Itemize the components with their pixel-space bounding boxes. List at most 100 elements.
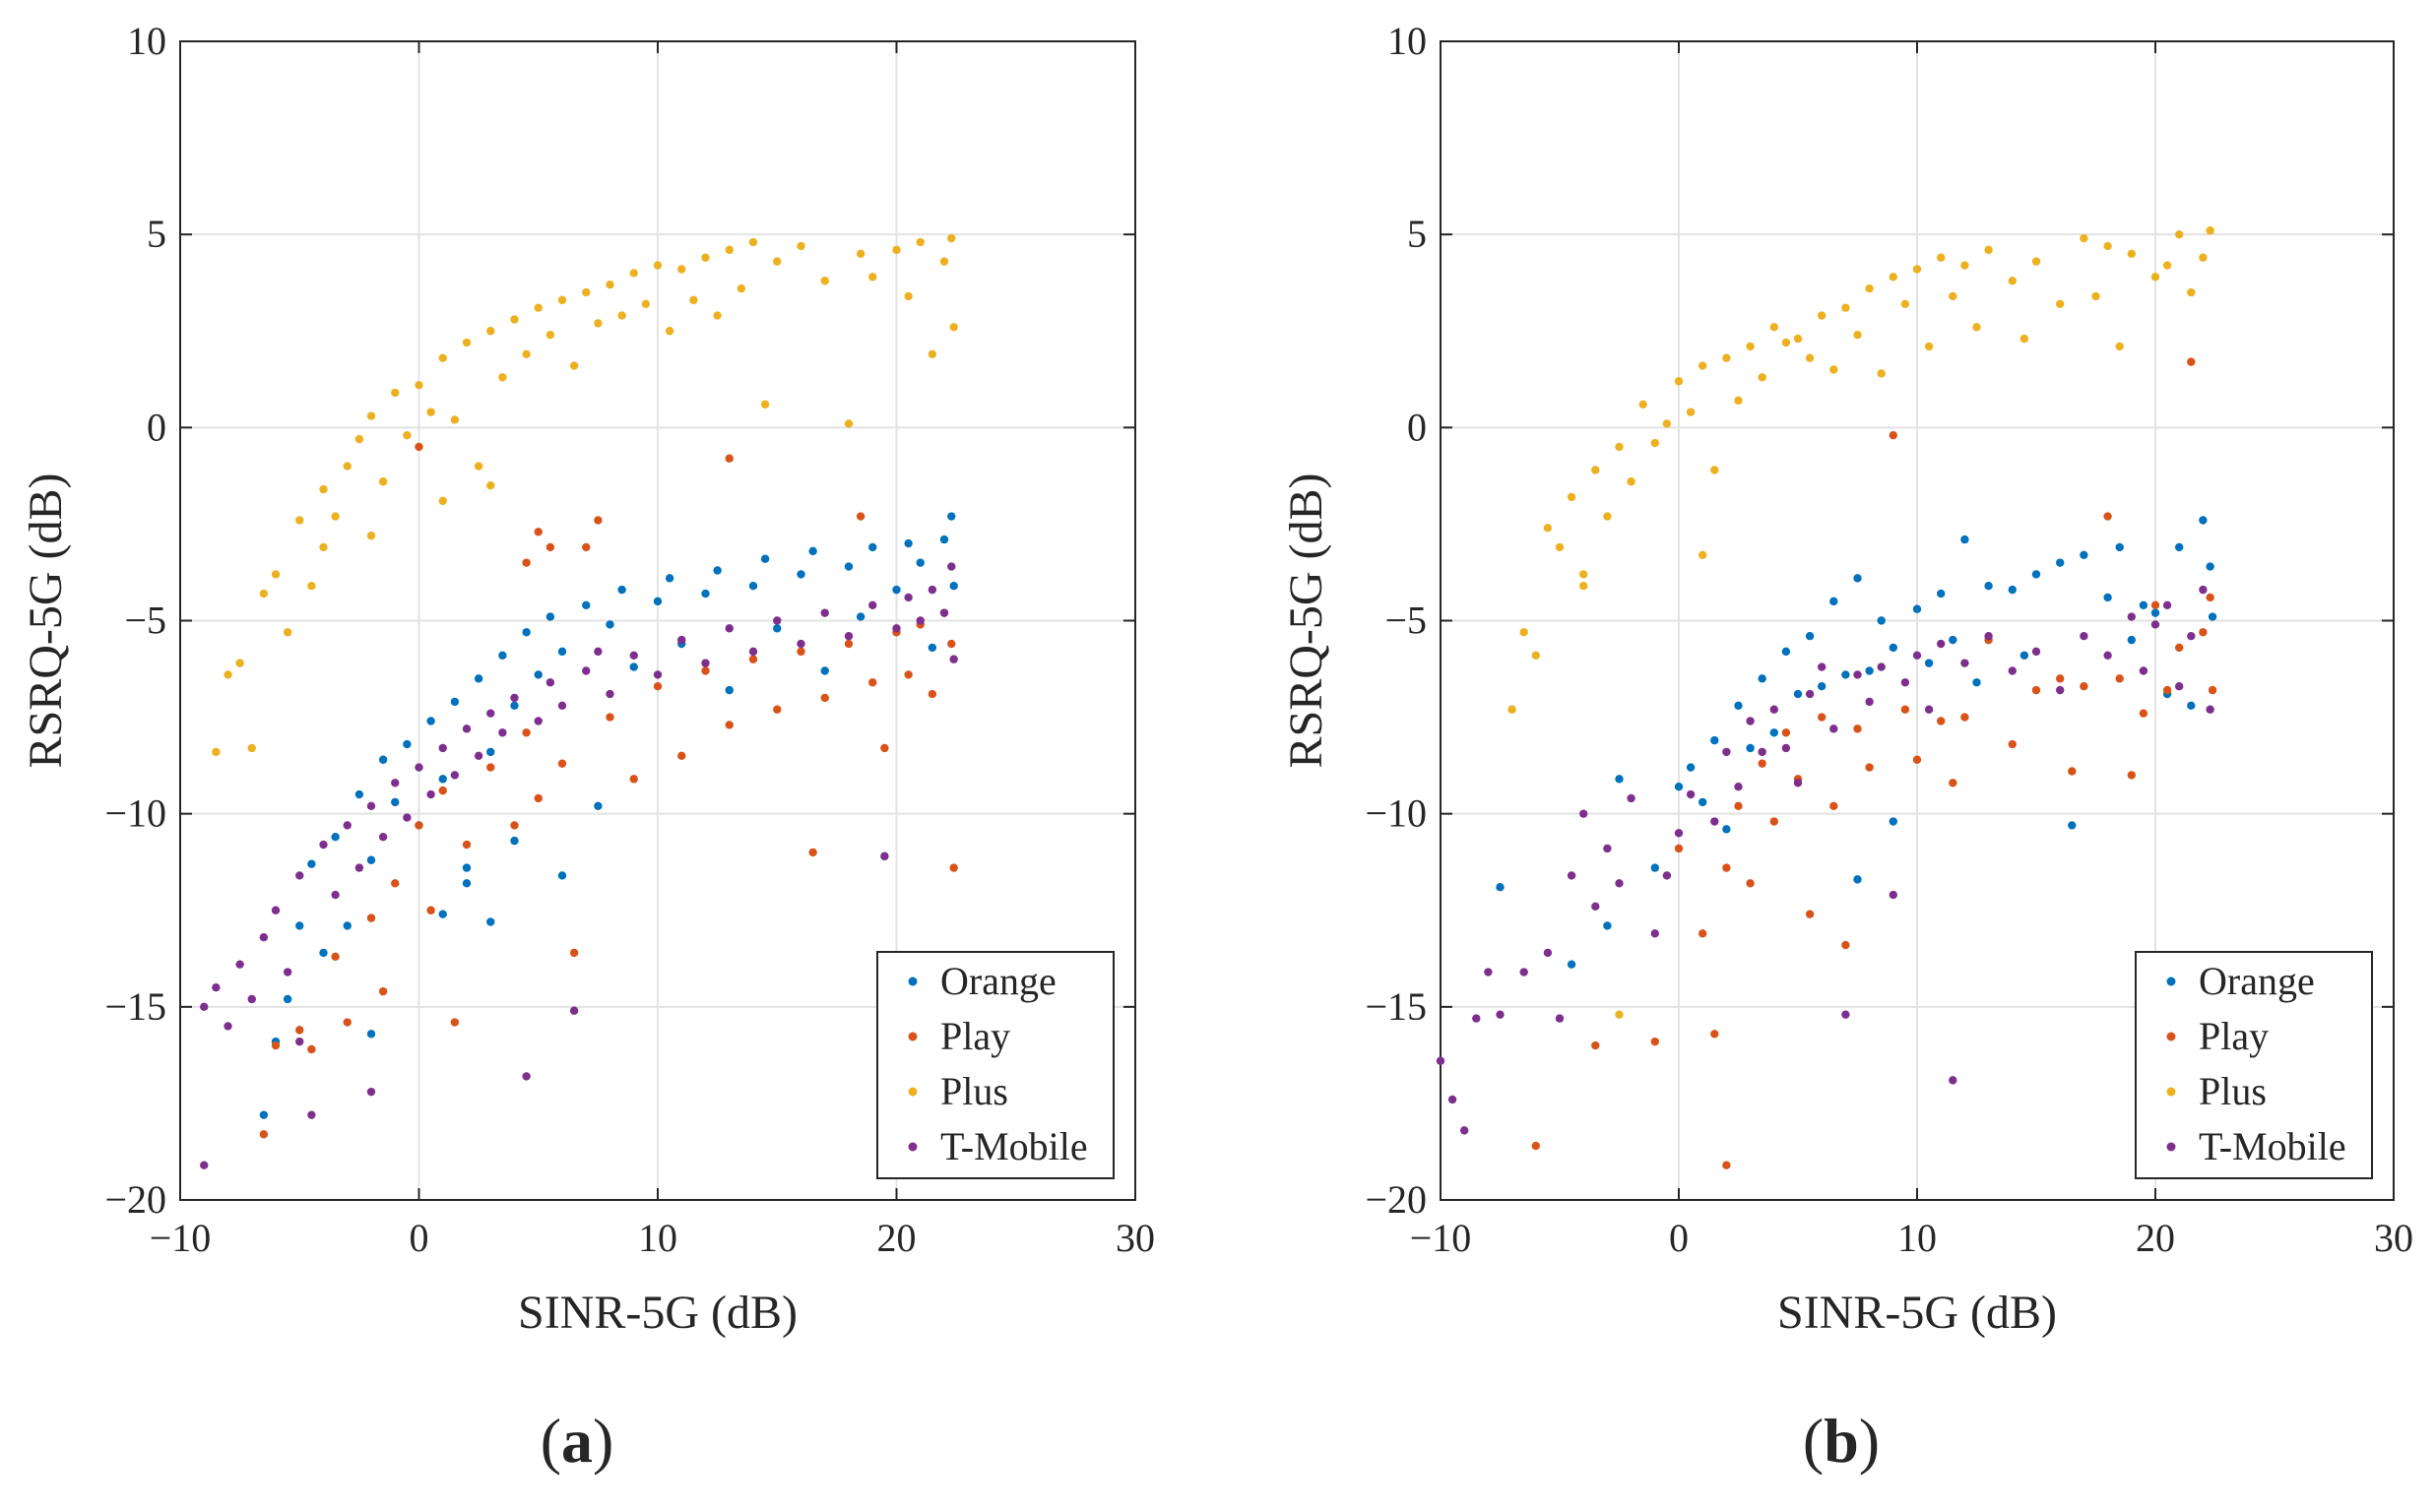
panel-b-point-plus [2115,342,2124,351]
panel-a-point-t-mobile [486,709,495,718]
panel-b-point-t-mobile [2139,666,2148,675]
panel-b-point-orange [1781,647,1791,657]
panel-a-point-plus [415,380,423,390]
panel-b-point-plus [1984,245,1993,255]
panel-a-point-plus [545,330,555,340]
panel-b-point-plus [2091,291,2100,301]
panel-b-legend-label-plus: Plus [2199,1069,2267,1113]
panel-a-point-plus [403,430,412,440]
panel-a-point-t-mobile [403,813,412,822]
panel-b-point-play [1829,801,1838,811]
panel-a-point-play [415,442,423,452]
panel-b-x-axis-label: SINR-5G (dB) [1777,1287,2057,1339]
panel-a-y-tick-label: −15 [104,984,166,1029]
panel-b-y-tick-label: 5 [1407,212,1427,256]
panel-a-point-plus [797,241,805,251]
panel-b-point-t-mobile [1746,717,1755,725]
panel-b-point-plus [1865,284,1874,293]
panel-a-point-play [928,689,937,699]
panel-b-point-play [1853,724,1862,733]
panel-a-point-plus [283,628,292,637]
panel-b-point-play [2068,767,2077,776]
panel-b-point-plus [1579,581,1588,591]
panel-a-point-play [331,952,340,962]
panel-a-point-plus [856,249,865,258]
panel-b-point-play [1698,929,1707,938]
panel-a-point-play [259,1130,269,1139]
panel-a-point-orange [808,546,817,556]
panel-b-point-plus [1519,628,1528,637]
panel-b-point-t-mobile [1758,747,1766,757]
panel-b-point-orange [1853,574,1862,583]
panel-a-point-orange [331,833,340,842]
panel-b-point-play [1781,728,1791,737]
panel-b-point-plus [1972,323,1981,332]
panel-a-point-plus [844,419,854,428]
panel-b-point-play [1746,879,1755,888]
panel-a-point-orange [366,1030,376,1039]
panel-a-point-t-mobile [366,1087,376,1097]
panel-a-point-orange [594,801,603,811]
panel-a-point-orange [462,879,472,888]
panel-b-x-tick-label: 30 [2374,1216,2413,1260]
panel-b-point-t-mobile [1949,1076,1957,1085]
panel-a-x-tick-label: 0 [410,1216,429,1260]
panel-b-point-plus [1567,492,1576,502]
panel-b-legend: Orange Play Plus T-Mobile [2135,951,2373,1179]
panel-a-point-orange [820,666,829,675]
panel-b-point-t-mobile [1912,651,1922,661]
panel-b-point-plus [1853,330,1862,340]
panel-b-point-plus [1781,338,1791,347]
panel-a-point-orange [760,554,770,563]
panel-a-point-t-mobile [904,593,913,602]
panel-b-point-t-mobile [1960,659,1969,667]
panel-a-point-plus [319,484,328,494]
panel-a-point-play [797,647,805,657]
panel-a-point-t-mobile [916,616,925,625]
panel-b-point-plus [2187,287,2196,297]
panel-b-point-t-mobile [1984,631,1993,641]
panel-a-point-orange [438,910,447,918]
panel-a-point-orange [844,562,854,571]
panel-b-point-plus [1746,342,1755,351]
panel-a-series-plus [212,233,958,757]
panel-b-point-orange [1949,635,1957,645]
panel-a-point-plus [617,311,626,320]
panel-b-point-orange [1769,728,1779,737]
panel-a-label: (a) [541,1406,614,1476]
panel-b-point-plus [2080,233,2088,243]
panel-a-y-tick-label: 10 [127,19,166,63]
panel-b-legend-marker-t-mobile [2166,1142,2176,1152]
panel-b-point-orange [2056,558,2065,567]
panel-a-point-orange [426,717,435,725]
panel-b-point-plus [1912,265,1922,274]
panel-b-point-orange [1841,670,1850,679]
panel-b-point-plus [2150,273,2160,282]
panel-a-point-t-mobile [200,1002,209,1012]
panel-a-point-orange [797,570,805,579]
panel-a-point-t-mobile [498,728,507,737]
panel-b-point-orange [1937,589,1946,598]
panel-b-x-tick-label: −10 [1410,1216,1472,1260]
panel-b-point-orange [1984,581,1993,591]
panel-b-point-plus [1829,365,1838,374]
panel-a-point-play [378,986,388,996]
panel-b-point-orange [2031,570,2041,579]
panel-a-point-play [534,528,543,536]
panel-a-series-play [259,442,958,1139]
panel-a-legend-marker-plus [908,1087,918,1097]
panel-a-point-t-mobile [366,801,376,811]
panel-a-point-orange [629,662,638,671]
panel-a-point-play [653,681,663,691]
panel-a-x-tick-label: 30 [1116,1216,1155,1260]
panel-a-point-orange [947,512,956,521]
panel-b-point-play [2199,628,2208,637]
panel-a-point-orange [748,581,758,591]
panel-a-y-tick-label: −20 [104,1177,166,1222]
panel-a-point-play [773,705,782,714]
panel-a-point-t-mobile [880,851,889,861]
panel-b-point-plus [1507,705,1516,714]
panel-a-point-orange [474,674,483,683]
panel-a-point-t-mobile [235,960,244,969]
panel-a-legend-label-play: Play [940,1014,1010,1058]
